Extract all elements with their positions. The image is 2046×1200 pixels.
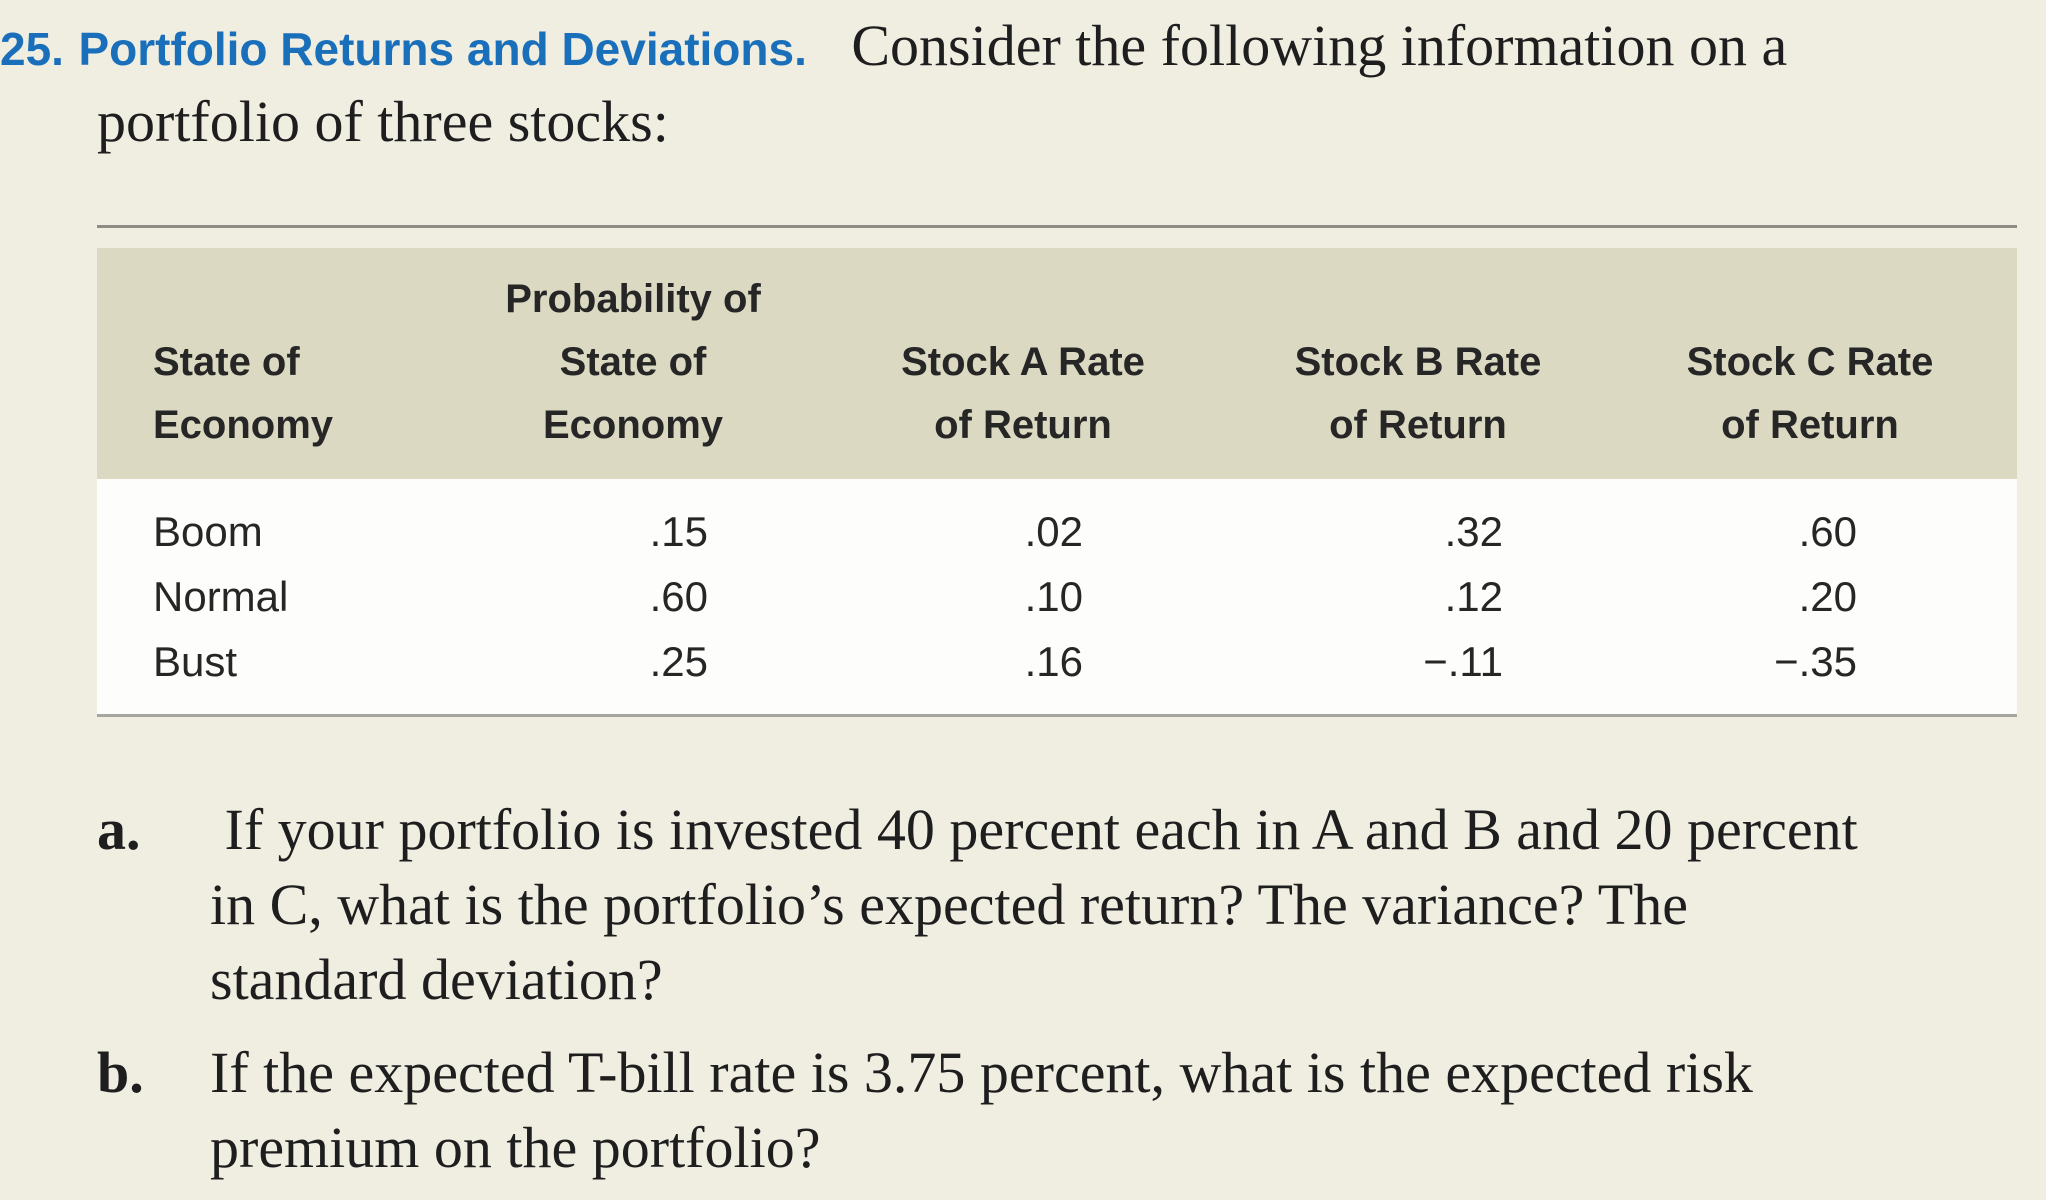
table-header: State of Economy Probability of State of…: [97, 248, 2017, 479]
header-line: of Return: [934, 403, 1112, 447]
cell-stock-c: −.35: [1774, 638, 1857, 685]
question-label: b.: [97, 1040, 144, 1105]
cell-probability: .25: [649, 638, 708, 685]
cell-probability: .15: [649, 508, 708, 555]
table-header-row: State of Economy Probability of State of…: [97, 248, 2017, 479]
header-line: State of: [153, 340, 300, 384]
table-bottom-rule: [97, 714, 2017, 717]
question-line: premium on the portfolio?: [210, 1115, 821, 1180]
header-line: Stock C Rate: [1686, 340, 1934, 384]
question-a: a. If your portfolio is invested 40 perc…: [97, 792, 2017, 1017]
question-line: in C, what is the portfolio’s expected r…: [210, 872, 1688, 937]
cell-stock-b: .32: [1444, 508, 1503, 555]
cell-stock-a: .02: [1024, 508, 1083, 555]
table-body: Boom .15 .02 .32 .60 Normal .60 .10 .12 …: [97, 479, 2017, 714]
returns-table-container: State of Economy Probability of State of…: [97, 225, 2017, 717]
cell-state: Normal: [153, 573, 289, 620]
cell-stock-a: .16: [1024, 638, 1083, 685]
header-stock-c: Stock C Rate of Return: [1603, 248, 2017, 479]
header-line: Stock B Rate: [1294, 340, 1542, 384]
problem-title: Portfolio Returns and Deviations.: [78, 23, 807, 75]
cell-stock-c: .60: [1798, 508, 1857, 555]
problem-intro-line-2: portfolio of three stocks:: [97, 89, 669, 154]
table-row: Bust .25 .16 −.11 −.35: [97, 629, 2017, 714]
table-top-rule: [97, 225, 2017, 228]
question-label: a.: [97, 797, 141, 862]
header-stock-b: Stock B Rate of Return: [1233, 248, 1603, 479]
question-line: If the expected T-bill rate is 3.75 perc…: [210, 1040, 1753, 1105]
header-line: Economy: [153, 403, 334, 447]
cell-probability: .60: [649, 573, 708, 620]
returns-table: State of Economy Probability of State of…: [97, 248, 2017, 714]
table-row: Normal .60 .10 .12 .20: [97, 564, 2017, 629]
header-probability: Probability of State of Economy: [453, 248, 813, 479]
problem-heading: 25. Portfolio Returns and Deviations. Co…: [0, 8, 2046, 87]
question-line: standard deviation?: [210, 947, 663, 1012]
header-stock-a: Stock A Rate of Return: [813, 248, 1233, 479]
header-state-of-economy: State of Economy: [97, 248, 453, 479]
question-text: If your portfolio is invested 40 percent…: [210, 792, 2017, 1017]
cell-state: Boom: [153, 508, 263, 555]
header-line: Stock A Rate: [901, 340, 1145, 384]
cell-stock-b: .12: [1444, 573, 1503, 620]
header-line: of Return: [1329, 403, 1507, 447]
question-line: If your portfolio is invested 40 percent…: [210, 797, 1858, 862]
header-line: State of: [559, 340, 707, 384]
question-b: b. If the expected T-bill rate is 3.75 p…: [97, 1035, 2017, 1185]
question-text: If the expected T-bill rate is 3.75 perc…: [210, 1035, 2017, 1185]
problem-number: 25.: [0, 23, 64, 75]
cell-stock-c: .20: [1798, 573, 1857, 620]
cell-stock-b: −.11: [1423, 638, 1503, 685]
header-line: Probability of: [505, 277, 761, 321]
problem-intro-line-1: Consider the following information on a: [851, 13, 1788, 78]
cell-state: Bust: [153, 638, 238, 685]
cell-stock-a: .10: [1024, 573, 1083, 620]
header-line: of Return: [1721, 403, 1899, 447]
header-line: Economy: [542, 403, 724, 447]
table-row: Boom .15 .02 .32 .60: [97, 479, 2017, 564]
